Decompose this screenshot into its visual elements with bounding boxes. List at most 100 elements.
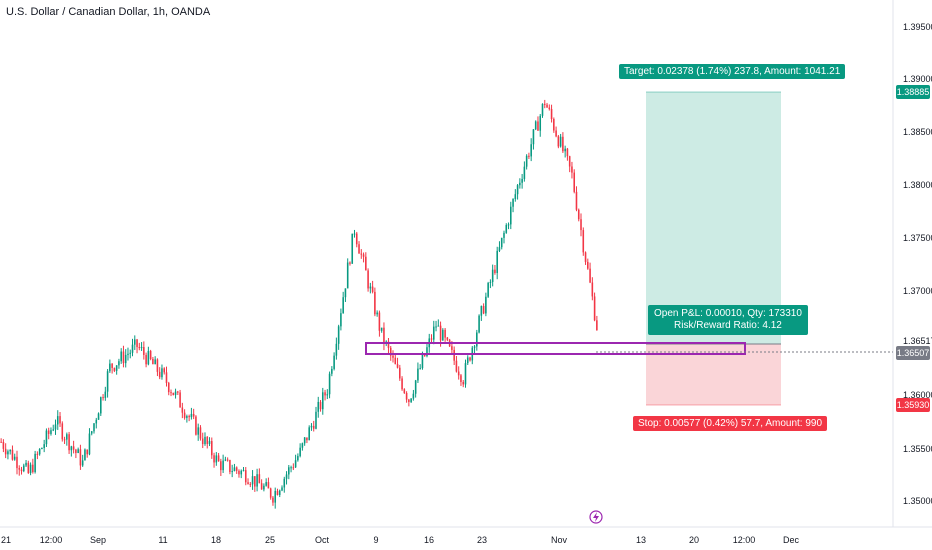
- candle: [235, 467, 238, 471]
- candle: [446, 337, 449, 340]
- candle: [59, 416, 61, 424]
- candle: [519, 182, 521, 186]
- candle: [197, 427, 199, 435]
- candle: [530, 144, 532, 157]
- candle: [328, 373, 331, 395]
- stop-label[interactable]: Stop: 0.00577 (0.42%) 57.7, Amount: 990: [633, 416, 828, 431]
- candle: [16, 456, 18, 469]
- candle: [392, 355, 394, 358]
- price-tick: 1.39000: [903, 74, 932, 84]
- candle: [494, 269, 496, 274]
- candle: [13, 456, 16, 460]
- candle: [120, 351, 122, 362]
- candle: [509, 206, 512, 225]
- candle: [353, 233, 356, 235]
- candle: [267, 482, 270, 489]
- time-label: 9: [373, 535, 379, 545]
- candle: [18, 468, 21, 470]
- time-label: 20: [688, 535, 700, 545]
- candle: [571, 166, 573, 173]
- candle: [299, 447, 301, 457]
- candle: [482, 306, 485, 314]
- candle: [244, 470, 247, 483]
- candle: [553, 119, 555, 131]
- candle: [362, 254, 365, 257]
- candle: [423, 354, 426, 357]
- candle: [86, 449, 89, 455]
- candle: [204, 436, 206, 445]
- candle: [226, 459, 229, 461]
- candle: [263, 485, 265, 490]
- candle: [399, 367, 401, 379]
- price-tick: 1.39500: [903, 22, 932, 32]
- candle: [217, 455, 220, 462]
- candle: [43, 444, 45, 448]
- candle: [208, 441, 211, 444]
- candle: [584, 252, 587, 262]
- candle: [303, 437, 306, 444]
- risk-reward-line: Risk/Reward Ratio: 4.12: [674, 320, 782, 331]
- candle: [315, 411, 317, 429]
- candle: [54, 424, 57, 430]
- candle: [274, 490, 277, 503]
- candle: [161, 368, 163, 378]
- candle: [181, 407, 184, 413]
- candle: [292, 467, 295, 469]
- candle: [437, 325, 440, 327]
- candle: [154, 359, 156, 365]
- candle: [389, 347, 392, 356]
- open-pnl-label[interactable]: Open P&L: 0.00010, Qty: 173310 Risk/Rewa…: [648, 305, 808, 335]
- candle: [145, 354, 147, 365]
- support-zone-rectangle[interactable]: [365, 342, 746, 355]
- candle: [167, 382, 170, 393]
- candle: [79, 449, 82, 466]
- candle: [172, 392, 175, 396]
- candle: [254, 476, 256, 487]
- candle: [532, 129, 535, 145]
- candle: [491, 269, 494, 282]
- lightning-icon[interactable]: [589, 510, 603, 524]
- candle: [163, 368, 166, 373]
- candle: [430, 338, 433, 340]
- candle: [45, 430, 48, 445]
- candle: [174, 391, 177, 396]
- candle: [38, 448, 41, 455]
- candle: [133, 339, 136, 345]
- candle: [487, 282, 489, 297]
- candle: [90, 431, 93, 434]
- candle: [365, 256, 367, 271]
- candle: [201, 438, 204, 445]
- candle: [72, 446, 75, 450]
- candle: [56, 416, 59, 425]
- current-price-badge: 1.36507: [896, 346, 930, 360]
- price-tick: 1.37500: [903, 233, 932, 243]
- candle: [317, 401, 320, 412]
- candle: [521, 178, 523, 183]
- candle: [453, 349, 455, 361]
- candle: [342, 297, 344, 314]
- candle: [408, 399, 410, 402]
- candle: [580, 219, 582, 231]
- time-label: 16: [423, 535, 435, 545]
- candle: [251, 476, 254, 485]
- candle: [9, 449, 11, 452]
- candle: [233, 467, 236, 472]
- candle: [412, 393, 415, 399]
- candle: [575, 191, 578, 210]
- candle: [63, 439, 66, 441]
- candle: [555, 130, 557, 137]
- candle: [131, 344, 134, 353]
- candle: [143, 347, 145, 355]
- target-label[interactable]: Target: 0.02378 (1.74%) 237.8, Amount: 1…: [619, 64, 846, 79]
- candle: [25, 462, 27, 466]
- candle: [20, 469, 23, 472]
- candle: [335, 343, 338, 356]
- candle: [258, 474, 261, 484]
- candle: [401, 378, 403, 390]
- candle: [378, 312, 381, 331]
- candle: [306, 437, 308, 441]
- candle: [367, 270, 369, 289]
- candle: [50, 430, 52, 434]
